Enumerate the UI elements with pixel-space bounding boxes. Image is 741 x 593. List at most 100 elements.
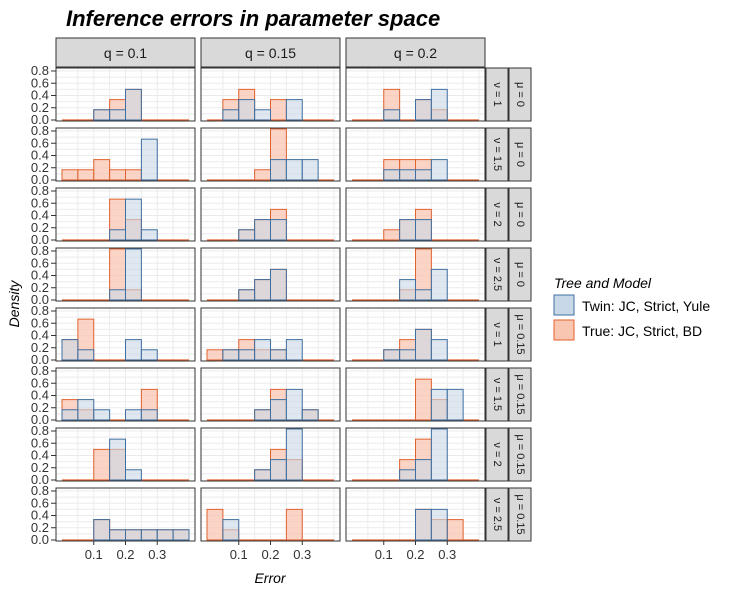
y-axis-title: Density: [6, 280, 22, 328]
bar-twin: [383, 349, 401, 361]
bar-twin: [254, 219, 271, 241]
bar-twin: [109, 229, 126, 241]
y-tick-label: 0.2: [31, 100, 49, 115]
row-strip-nu: [485, 367, 509, 422]
x-tick-label: 0.1: [230, 547, 248, 562]
row-strip-mu-label: μ = 0: [514, 262, 526, 287]
bar-twin: [238, 229, 256, 241]
panel-border: [345, 367, 486, 422]
bar-twin: [77, 399, 95, 421]
bar-twin: [140, 349, 158, 361]
y-tick-label: 0.6: [31, 375, 49, 390]
bar-twin: [270, 349, 287, 361]
column-strip-label: q = 0.1: [104, 45, 147, 61]
bar-twin: [172, 529, 190, 541]
bar-twin: [109, 529, 126, 541]
y-tick-label: 0.6: [31, 315, 49, 330]
bar-twin: [399, 219, 416, 241]
facet-panel: [200, 307, 341, 362]
panel-border: [200, 67, 341, 122]
row-strip-nu-label: ν = 2: [491, 442, 503, 466]
y-tick-label: 0.2: [31, 220, 49, 235]
bar-twin: [285, 388, 303, 421]
bar-twin: [254, 469, 271, 481]
legend: Tree and Model Twin: JC, Strict, Yule Tr…: [553, 275, 710, 341]
row-strip-nu-label: ν = 1: [491, 322, 503, 346]
bar-twin: [301, 159, 319, 181]
facet-panel: [345, 67, 486, 122]
panel-border: [55, 127, 196, 182]
x-tick-label: 0.1: [375, 547, 393, 562]
panel-border: [345, 427, 486, 482]
panel-border: [55, 367, 196, 422]
bar-twin: [254, 109, 271, 121]
bar-twin: [399, 469, 416, 481]
row-strip-mu: [508, 127, 532, 182]
facet-panel: [200, 427, 341, 482]
y-tick-label: 0.8: [31, 243, 49, 258]
bar-true: [125, 169, 142, 181]
bar-twin: [399, 169, 416, 181]
y-tick-label: 0.4: [31, 148, 49, 163]
bar-twin: [415, 99, 432, 121]
panel-border: [345, 307, 486, 362]
y-tick-label: 0.4: [31, 268, 49, 283]
bar-twin: [430, 268, 448, 301]
facet-panel: [200, 187, 341, 242]
row-strip-mu-label: μ = 0: [514, 142, 526, 167]
x-tick-label: 0.2: [116, 547, 134, 562]
bar-twin: [270, 459, 287, 481]
y-tick-label: 0.6: [31, 495, 49, 510]
bar-twin: [270, 159, 287, 181]
bar-true: [270, 99, 287, 121]
row-strip-mu: [508, 487, 532, 542]
panel-border: [345, 187, 486, 242]
panel-border: [55, 427, 196, 482]
row-strip-nu-label: ν = 1.5: [491, 378, 503, 411]
bar-twin: [383, 109, 401, 121]
bar-true: [206, 508, 224, 541]
bar-twin: [430, 428, 448, 481]
facet-panel: [345, 487, 486, 542]
bar-twin: [125, 469, 142, 481]
row-strip-nu-label: ν = 1: [491, 82, 503, 106]
y-tick-label: 0.0: [31, 472, 49, 487]
row-strip-mu-label: μ = 0: [514, 82, 526, 107]
bar-twin: [61, 409, 79, 421]
bar-true: [206, 349, 224, 361]
legend-key-true: [553, 319, 575, 341]
bar-twin: [285, 159, 303, 181]
facet-panel: [200, 67, 341, 122]
panel-border: [200, 307, 341, 362]
x-tick-label: 0.3: [293, 547, 311, 562]
legend-label-true: True: JC, Strict, BD: [582, 323, 702, 339]
y-tick-label: 0.8: [31, 183, 49, 198]
facet-panel: [345, 307, 486, 362]
y-tick-label: 0.8: [31, 363, 49, 378]
bar-twin: [222, 519, 240, 541]
bar-twin: [399, 349, 416, 361]
facet-panel: [345, 247, 486, 302]
y-tick-label: 0.4: [31, 388, 49, 403]
legend-key-twin: [553, 294, 575, 316]
facet-panel: [55, 187, 196, 242]
bar-twin: [301, 409, 319, 421]
bar-twin: [222, 109, 240, 121]
x-tick-label: 0.2: [406, 547, 424, 562]
panel-border: [345, 67, 486, 122]
facet-panel: [200, 367, 341, 422]
bar-twin: [254, 339, 271, 361]
bar-twin: [238, 99, 256, 121]
bar-twin: [125, 198, 142, 241]
y-tick-label: 0.2: [31, 340, 49, 355]
bar-twin: [415, 169, 432, 181]
bar-twin: [93, 519, 111, 541]
bar-twin: [93, 409, 111, 421]
column-strip: [55, 37, 196, 68]
bar-twin: [140, 409, 158, 421]
x-tick-label: 0.3: [148, 547, 166, 562]
panel-border: [200, 247, 341, 302]
bar-twin: [109, 289, 126, 301]
x-axis-title: Error: [254, 570, 286, 586]
column-strip: [345, 37, 486, 68]
